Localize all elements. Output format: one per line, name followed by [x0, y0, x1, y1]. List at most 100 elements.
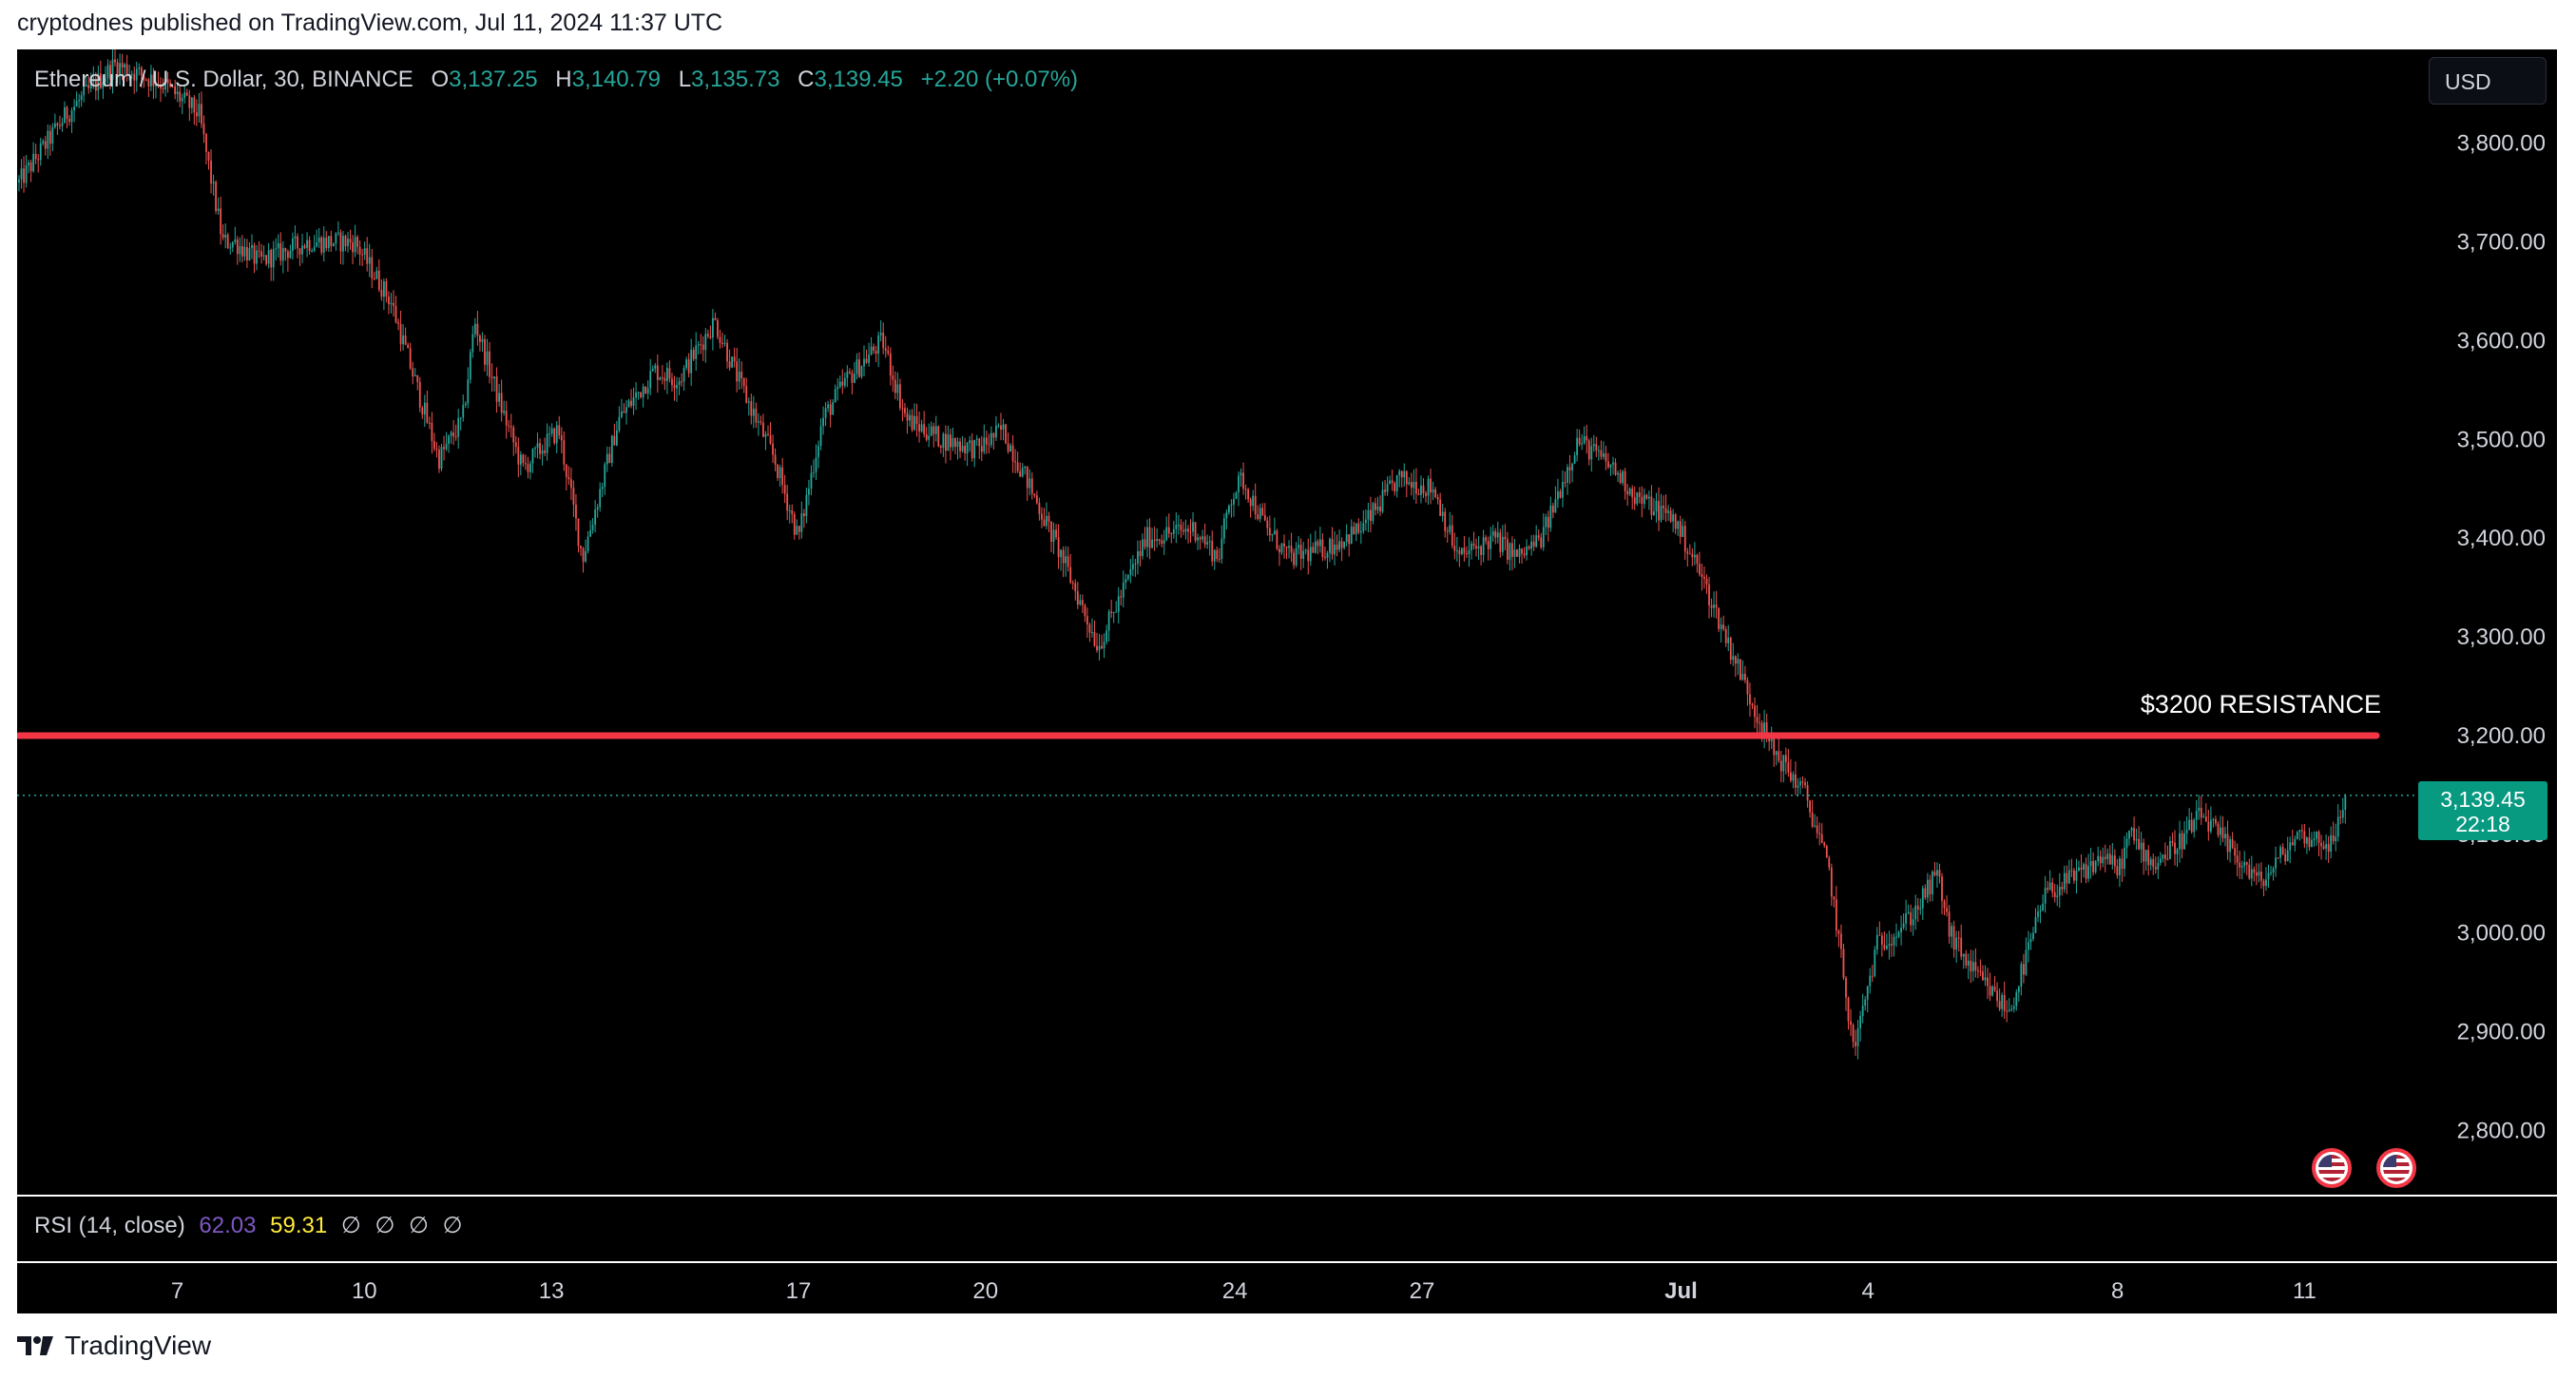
candle-body — [1811, 812, 1814, 827]
candle-body — [147, 79, 150, 86]
x-tick-label: 4 — [1862, 1278, 1874, 1304]
candle-body — [1658, 501, 1660, 521]
candle-body — [2291, 842, 2294, 846]
x-axis[interactable]: 7 10 13 17 20 24 27 Jul 4 8 11 — [171, 1278, 2316, 1304]
candle-body — [1919, 908, 1922, 910]
candle-body — [697, 344, 700, 346]
candle-body — [654, 365, 657, 369]
y-axis[interactable]: 3,800.00 3,700.00 3,600.00 3,500.00 3,400.00… — [2457, 131, 2546, 1144]
candle-body — [2226, 834, 2229, 853]
candle-body — [544, 450, 547, 453]
candle-body — [1982, 971, 1984, 981]
candle-body — [87, 85, 90, 88]
candle-body — [1852, 1025, 1855, 1043]
candle-body — [2078, 867, 2080, 872]
candle-body — [2039, 910, 2042, 912]
tradingview-logo[interactable]: TradingView — [17, 1331, 211, 1361]
candle-body — [747, 401, 750, 403]
candle-body — [2286, 850, 2289, 862]
candle-body — [858, 359, 860, 377]
candle-body — [479, 335, 481, 342]
candle-body — [2240, 866, 2243, 868]
candle-body — [671, 378, 673, 386]
candle-body — [1038, 503, 1041, 514]
candle-body — [2336, 816, 2339, 837]
candle-body — [42, 141, 45, 144]
candle-body — [779, 467, 781, 479]
candle-body — [808, 489, 810, 495]
candle-body — [904, 408, 906, 413]
candle-body — [1101, 645, 1103, 649]
candle-body — [1079, 600, 1082, 605]
candle-body — [2143, 842, 2145, 862]
chart-frame[interactable]: $3200 RESISTANCE 3,800.00 3,700.00 3,600.0… — [17, 49, 2557, 1313]
candle-body — [668, 368, 671, 379]
candle-body — [1521, 548, 1523, 554]
candle-body — [944, 433, 947, 451]
candle-body — [212, 182, 215, 184]
us-flag-event-icon[interactable] — [2376, 1148, 2416, 1188]
candle-body — [1317, 541, 1319, 546]
candle-body — [740, 371, 743, 378]
candle-body — [726, 342, 728, 362]
symbol-title: Ethereum / U.S. Dollar, 30, BINANCE — [34, 67, 413, 92]
candle-body — [99, 73, 102, 88]
candle-body — [1144, 539, 1146, 547]
candle-body — [973, 439, 976, 459]
candle-body — [1259, 508, 1261, 520]
candle-body — [1413, 481, 1415, 489]
candle-body — [1504, 536, 1507, 540]
candle-body — [2166, 858, 2169, 860]
candle-body — [1471, 543, 1472, 551]
candle-body — [2202, 816, 2205, 818]
candle-body — [1650, 496, 1653, 515]
candle-body — [1856, 1027, 1859, 1046]
candle-body — [1993, 986, 1996, 991]
candle-body — [1683, 526, 1686, 552]
candle-body — [640, 392, 643, 398]
candle-body — [435, 449, 438, 450]
candle-body — [1228, 506, 1230, 513]
candle-body — [469, 352, 471, 380]
candle-body — [2296, 832, 2298, 839]
candle-body — [514, 442, 517, 448]
candle-body — [377, 270, 380, 290]
candle-body — [313, 246, 316, 251]
candle-body — [1828, 857, 1831, 868]
high-label: H — [555, 67, 572, 92]
candle-body — [1979, 970, 1982, 972]
candle-body — [901, 408, 904, 410]
candle-body — [28, 162, 30, 165]
candle-body — [736, 361, 739, 382]
candle-body — [1592, 444, 1595, 447]
event-markers[interactable] — [2312, 1148, 2416, 1188]
candle-body — [2204, 816, 2207, 822]
candle-body — [1984, 977, 1987, 981]
candle-body — [2284, 853, 2287, 862]
candle-body — [1869, 975, 1872, 987]
candle-body — [2056, 895, 2059, 897]
currency-button[interactable]: USD — [2429, 57, 2547, 105]
candle-body — [2174, 842, 2176, 854]
candle-body — [1355, 523, 1357, 535]
candle-body — [1549, 506, 1552, 528]
candle-body — [1197, 537, 1199, 541]
candle-body — [569, 479, 572, 489]
candle-body — [2085, 864, 2087, 879]
price-tag-price: 3,139.45 — [2440, 787, 2526, 812]
candle-body — [169, 83, 172, 86]
candle-body — [1088, 624, 1091, 633]
candle-body — [236, 239, 239, 255]
candle-body — [1304, 549, 1307, 551]
candle-body — [289, 250, 292, 259]
candle-body — [29, 162, 32, 172]
candle-body — [190, 97, 193, 108]
candle-body — [412, 368, 414, 377]
chart-svg[interactable]: $3200 RESISTANCE 3,800.00 3,700.00 3,600.0… — [17, 49, 2557, 1313]
us-flag-event-icon[interactable] — [2312, 1148, 2352, 1188]
candle-body — [308, 240, 311, 252]
candle-body — [906, 412, 909, 421]
candle-body — [1833, 896, 1836, 900]
candle-body — [2300, 830, 2303, 832]
candle-body — [923, 424, 926, 434]
